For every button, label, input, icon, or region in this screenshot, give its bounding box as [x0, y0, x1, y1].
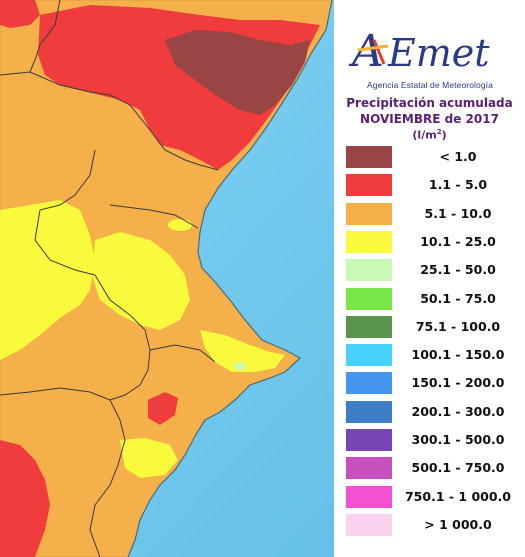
legend-item: 1.1 - 5.0	[346, 174, 521, 197]
darkred-region-northeast	[165, 30, 310, 115]
legend-swatch	[346, 429, 392, 451]
svg-text:Emet: Emet	[387, 31, 490, 75]
legend-swatch	[346, 202, 392, 225]
legend-swatch	[346, 457, 392, 480]
legend-label: 25.1 - 50.0	[420, 262, 496, 278]
legend-period: NOVIEMBRE de 2017	[360, 112, 499, 126]
legend-item: 25.1 - 50.0	[346, 259, 521, 282]
legend-swatch	[346, 287, 392, 310]
legend-swatch	[346, 400, 392, 423]
legend-item: > 1 000.0	[346, 513, 521, 536]
legend-swatch	[346, 485, 392, 508]
green-patch	[234, 362, 246, 370]
coastline	[127, 0, 333, 557]
legend-item: 75.1 - 100.0	[346, 315, 521, 338]
agency-name: Agencia Estatal de Meteorología	[367, 80, 493, 90]
red-region-corner	[0, 0, 40, 28]
legend-item: 100.1 - 150.0	[346, 344, 521, 367]
legend-label: 1.1 - 5.0	[428, 177, 488, 193]
red-region-south-patch	[148, 392, 178, 425]
legend-swatch	[346, 174, 392, 197]
yellow-region-cape	[200, 330, 285, 372]
legend-item: 150.1 - 200.0	[346, 372, 521, 395]
legend-title: Precipitación acumulada	[346, 96, 513, 110]
legend-swatch	[346, 372, 392, 395]
legend-label: 750.1 - 1 000.0	[404, 488, 512, 504]
legend-panel: A Emet Agencia Estatal de Meteorología P…	[334, 0, 525, 557]
legend-label: 150.1 - 200.0	[411, 375, 505, 391]
legend-swatch	[346, 146, 392, 168]
legend-swatch	[346, 230, 392, 253]
legend-item: 5.1 - 10.0	[346, 202, 521, 225]
yellow-region-south	[120, 438, 178, 478]
legend-swatch	[346, 259, 392, 282]
legend-label: < 1.0	[439, 149, 477, 164]
legend-item: 300.1 - 500.0	[346, 429, 521, 451]
legend-label: 10.1 - 25.0	[420, 233, 496, 249]
yellow-region-west	[0, 200, 95, 360]
legend-swatch	[346, 344, 392, 367]
aemet-logo-wordmark: A Emet	[348, 26, 490, 77]
aemet-logo: A Emet Agencia Estatal de Meteorología	[344, 18, 516, 98]
legend-label: 300.1 - 500.0	[411, 432, 505, 447]
legend-item: 200.1 - 300.0	[346, 400, 521, 423]
legend-item: 750.1 - 1 000.0	[346, 485, 521, 508]
legend-label: 100.1 - 150.0	[411, 347, 505, 363]
legend-swatch	[346, 315, 392, 338]
legend-item: 10.1 - 25.0	[346, 230, 521, 253]
legend-label: 500.1 - 750.0	[411, 460, 505, 476]
legend-label: 200.1 - 300.0	[411, 403, 505, 419]
legend-swatch	[346, 513, 392, 536]
legend-label: 5.1 - 10.0	[424, 205, 492, 221]
legend-label: > 1 000.0	[424, 516, 492, 532]
red-region-southwest	[0, 440, 50, 557]
legend-label: 50.1 - 75.0	[420, 290, 496, 306]
legend-unit: (l/m2)	[412, 128, 447, 142]
legend-item: < 1.0	[346, 146, 521, 168]
legend-item: 50.1 - 75.0	[346, 287, 521, 310]
legend-label: 75.1 - 100.0	[415, 318, 501, 334]
yellow-region-small	[168, 219, 192, 231]
province-borders	[0, 0, 219, 557]
legend-item: 500.1 - 750.0	[346, 457, 521, 480]
